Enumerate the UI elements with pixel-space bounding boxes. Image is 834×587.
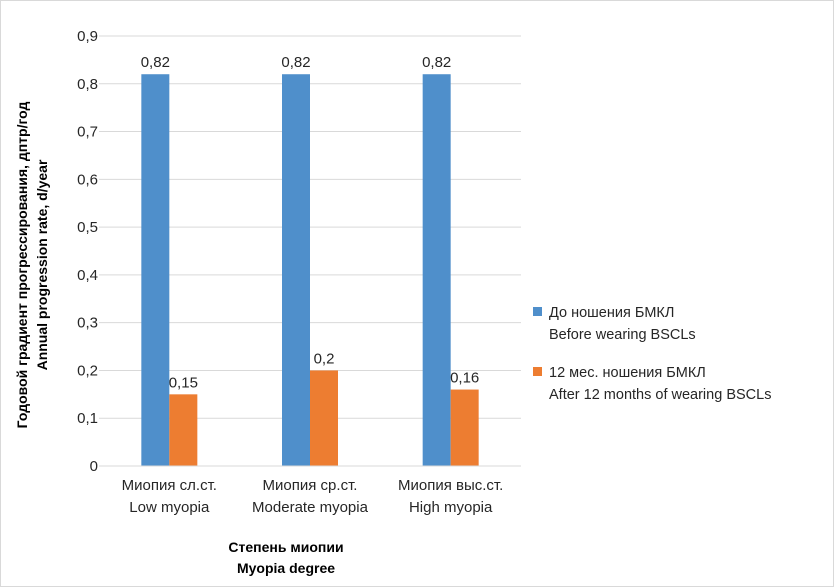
bars xyxy=(141,74,479,466)
bar-series-1-cat-0 xyxy=(169,394,198,466)
legend-swatch-after xyxy=(533,367,542,376)
y-tick-label: 0,4 xyxy=(77,267,98,284)
data-labels: 0,82 0,15 0,82 0,2 0,82 0,16 xyxy=(141,54,480,391)
x-axis-title-line1: Степень миопии xyxy=(228,539,343,555)
legend: До ношения БМКЛ Before wearing BSCLs 12 … xyxy=(533,305,771,403)
y-axis-title-line2: Annual progression rate, d/year xyxy=(34,159,50,370)
legend-label-before-line2: Before wearing BSCLs xyxy=(549,327,696,343)
y-tick-label: 0,9 xyxy=(77,28,98,45)
bar-series-1-cat-2 xyxy=(450,389,479,466)
bar-series-0-cat-0 xyxy=(141,74,170,466)
legend-swatch-before xyxy=(533,307,542,316)
y-tick-label: 0,5 xyxy=(77,219,98,236)
legend-label-after-line1: 12 мес. ношения БМКЛ xyxy=(549,365,706,381)
data-label-series-0-cat-2: 0,82 xyxy=(422,54,451,71)
y-tick-label: 0,2 xyxy=(77,362,98,379)
category-label-line2: Low myopia xyxy=(129,499,210,516)
x-axis-category-labels: Миопия сл.ст. Low myopia Миопия ср.ст. Mode… xyxy=(122,477,504,516)
bar-series-1-cat-1 xyxy=(310,370,338,466)
legend-label-before-line1: До ношения БМКЛ xyxy=(549,305,674,321)
category-label-line1: Миопия ср.ст. xyxy=(263,477,358,494)
y-tick-label: 0,8 xyxy=(77,76,98,93)
y-tick-label: 0,3 xyxy=(77,315,98,332)
data-label-series-1-cat-0: 0,15 xyxy=(169,374,198,391)
category-label-line1: Миопия выс.ст. xyxy=(398,477,503,494)
legend-label-after-line2: After 12 months of wearing BSCLs xyxy=(549,387,771,403)
y-tick-label: 0 xyxy=(90,458,98,475)
category-label-line2: Moderate myopia xyxy=(252,499,369,516)
data-label-series-0-cat-1: 0,82 xyxy=(281,54,310,71)
y-axis-title-line1: Годовой градиент прогрессирования, дптр/… xyxy=(14,102,30,429)
data-label-series-0-cat-0: 0,82 xyxy=(141,54,170,71)
data-label-series-1-cat-2: 0,16 xyxy=(450,370,479,387)
y-tick-label: 0,7 xyxy=(77,124,98,141)
y-axis-tick-labels: 0 0,1 0,2 0,3 0,4 0,5 0,6 0,7 0,8 0,9 xyxy=(77,28,98,475)
y-tick-label: 0,6 xyxy=(77,171,98,188)
y-tick-label: 0,1 xyxy=(77,410,98,427)
bar-series-0-cat-2 xyxy=(422,74,451,466)
data-label-series-1-cat-1: 0,2 xyxy=(314,350,335,367)
bar-series-0-cat-1 xyxy=(282,74,310,466)
category-label-line2: High myopia xyxy=(409,499,493,516)
category-label-line1: Миопия сл.ст. xyxy=(122,477,217,494)
x-axis-title-line2: Myopia degree xyxy=(237,560,335,576)
